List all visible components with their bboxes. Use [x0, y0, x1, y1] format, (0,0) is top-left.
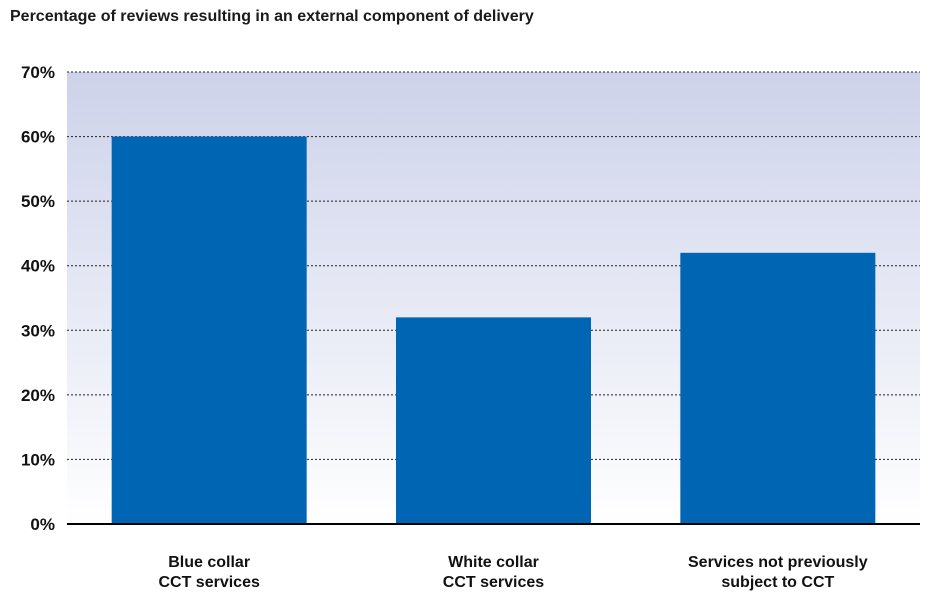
x-category-label-line: White collar — [448, 554, 539, 571]
y-tick-label: 30% — [21, 321, 55, 340]
x-category-label-line: Services not previously — [688, 554, 868, 571]
x-category-label-line: CCT services — [158, 574, 259, 591]
y-tick-label: 0% — [30, 515, 55, 534]
x-category-label-line: CCT services — [443, 574, 544, 591]
chart-title: Percentage of reviews resulting in an ex… — [10, 8, 534, 25]
x-category-label: Services not previously subject to CCT — [688, 554, 868, 591]
y-tick-label: 10% — [21, 450, 55, 469]
x-axis-categories: Blue collar CCT services White collar CCT s… — [158, 554, 867, 591]
y-tick-label: 20% — [21, 386, 55, 405]
bar — [111, 136, 307, 525]
x-category-label-line: Blue collar — [168, 554, 250, 571]
bar — [396, 317, 591, 524]
y-tick-label: 50% — [21, 192, 55, 211]
bars — [111, 136, 876, 525]
y-tick-label: 60% — [21, 128, 55, 147]
y-tick-label: 40% — [21, 257, 55, 276]
x-category-label: White collar CCT services — [443, 554, 544, 591]
y-tick-label: 70% — [21, 63, 55, 82]
y-axis-ticks: 0% 10% 20% 30% 40% 50% 60% 70% — [21, 63, 55, 534]
x-category-label-line: subject to CCT — [721, 574, 834, 591]
bar — [680, 252, 876, 525]
x-category-label: Blue collar CCT services — [158, 554, 259, 591]
